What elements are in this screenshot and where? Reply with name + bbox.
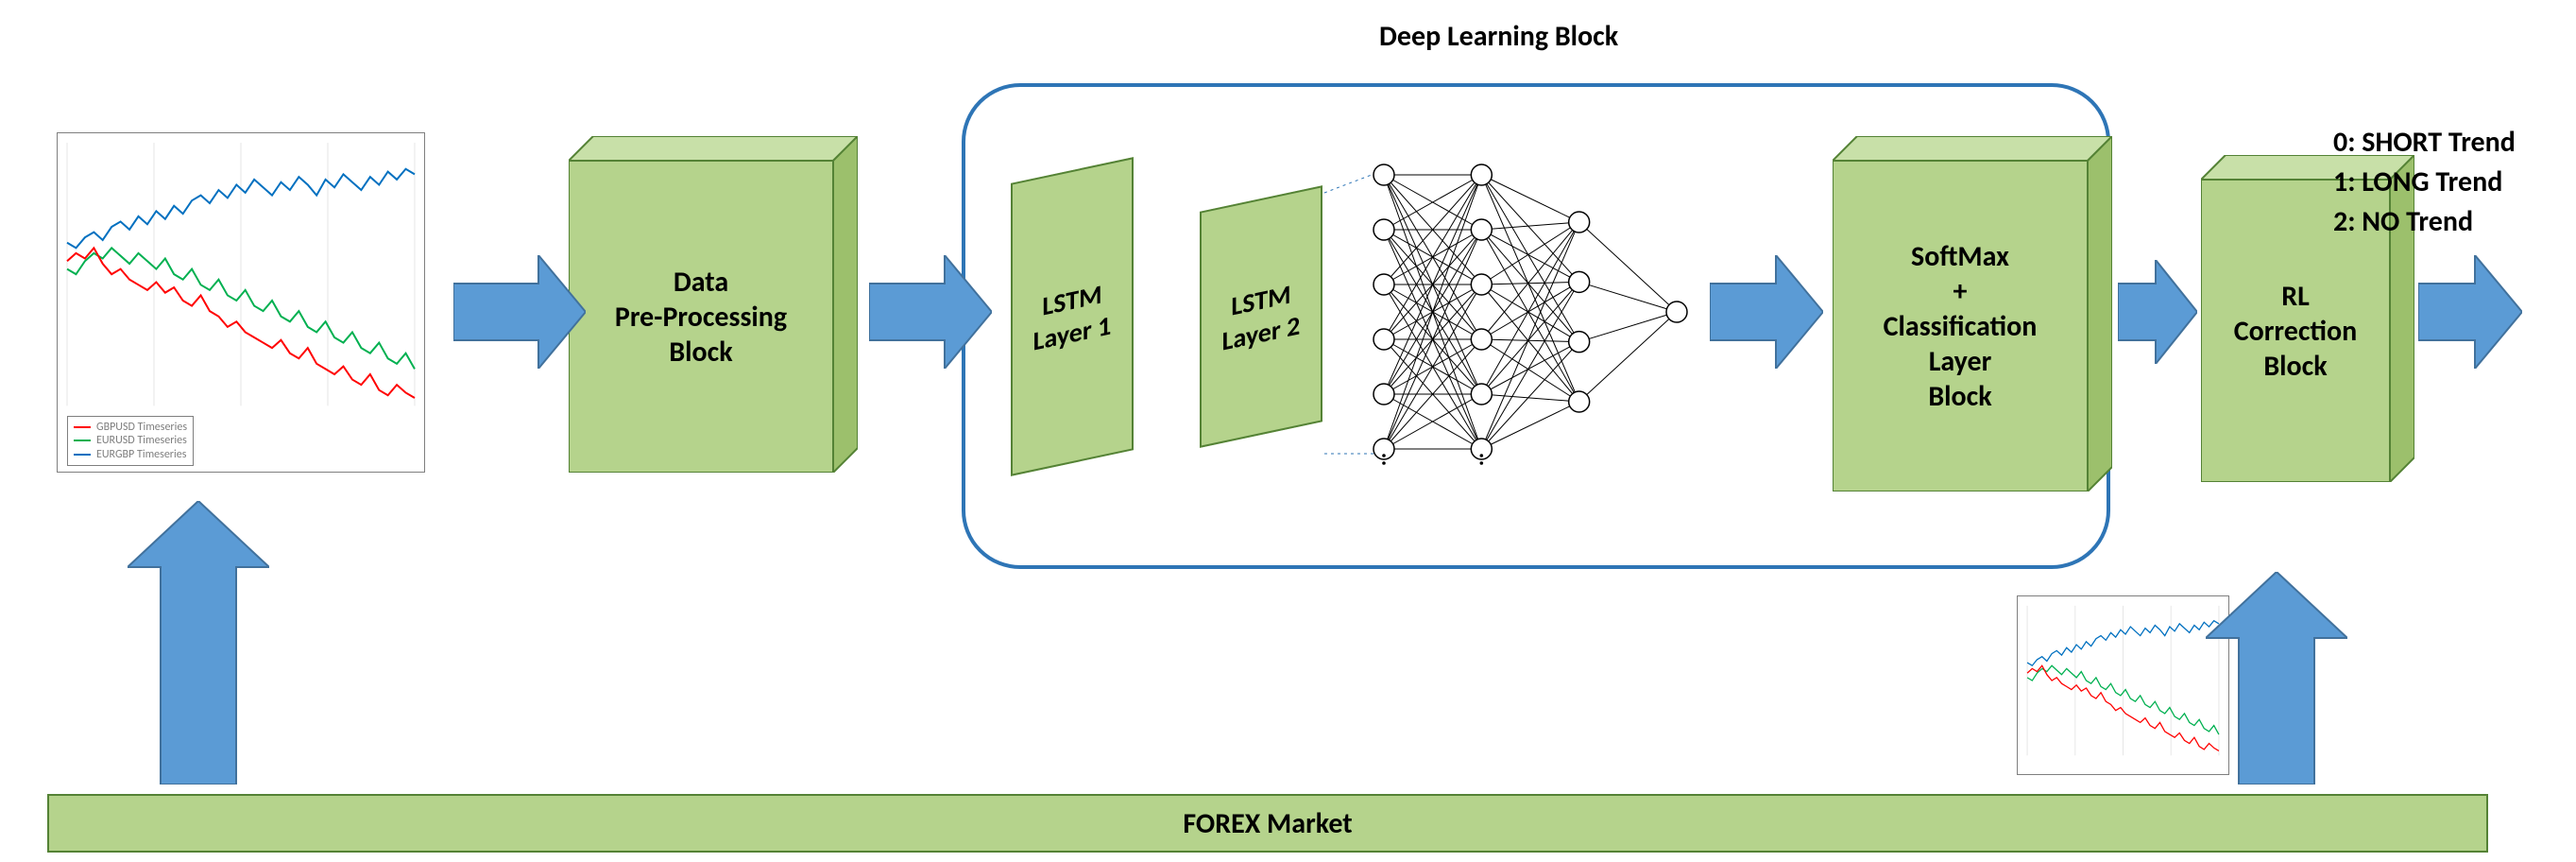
output-labels: 0: SHORT Trend 1: LONG Trend 2: NO Trend (2333, 123, 2516, 242)
diagram-stage: Deep Learning Block GBPUSD TimeseriesEUR… (0, 0, 2576, 862)
forex-to-rl-arrow (2206, 572, 2347, 784)
forex-market-bar: FOREX Market (47, 794, 2488, 853)
perspective-lines (0, 0, 2576, 862)
softmax-to-rl-arrow (2118, 260, 2197, 364)
nn-to-softmax-arrow (1710, 255, 1823, 369)
forex-to-chart-arrow (128, 501, 269, 784)
forex-market-label: FOREX Market (1183, 806, 1352, 841)
rl-to-output-arrow (2418, 255, 2522, 369)
chart-to-preproc-arrow (453, 255, 586, 369)
neural-network-icon (1360, 151, 1700, 473)
preproc-to-lstm1-arrow (869, 255, 992, 369)
